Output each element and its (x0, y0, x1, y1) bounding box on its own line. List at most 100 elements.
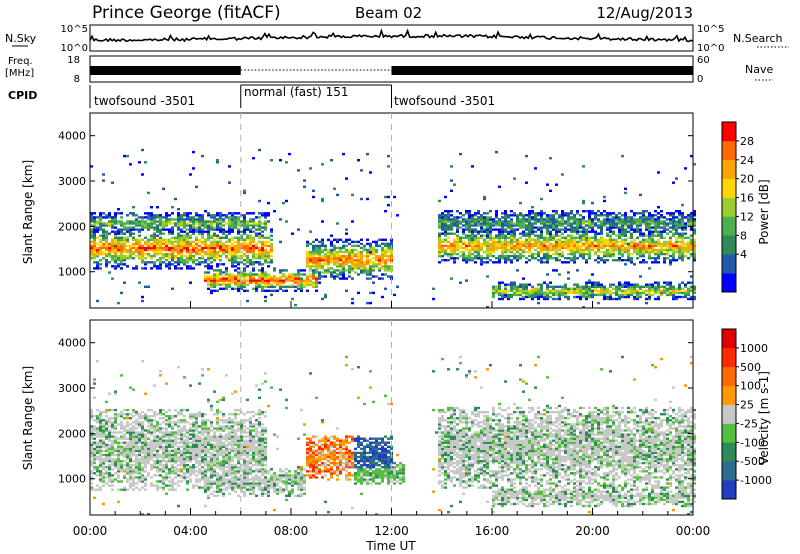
heatmap-cell (672, 287, 675, 290)
heatmap-cell (471, 248, 474, 252)
heatmap-cell (606, 214, 609, 217)
heatmap-cell (99, 218, 102, 221)
heatmap-cell (258, 228, 261, 231)
heatmap-cell (156, 220, 159, 223)
heatmap-cell (210, 224, 213, 227)
heatmap-cell (681, 214, 684, 217)
heatmap-cell (171, 415, 174, 418)
heatmap-cell (453, 248, 456, 252)
heatmap-cell (120, 410, 123, 414)
heatmap-cell (168, 222, 171, 225)
nsearch-tick-top: 10^5 (697, 24, 724, 35)
cpid-segment-3-label: twofsound -3501 (394, 94, 495, 108)
heatmap-cell (621, 242, 624, 246)
heatmap-cell (99, 421, 102, 424)
heatmap-cell (192, 216, 195, 219)
heatmap-cell (564, 293, 567, 297)
heatmap-cell (180, 252, 183, 256)
heatmap-cell (603, 246, 606, 250)
heatmap-cell (225, 254, 228, 258)
heatmap-cell (348, 242, 351, 246)
heatmap-cell (162, 413, 165, 416)
heatmap-cell (573, 283, 576, 286)
heatmap-cell (534, 295, 537, 299)
heatmap-cell (327, 250, 330, 254)
heatmap-cell (228, 283, 231, 286)
heatmap-cell (213, 254, 216, 258)
heatmap-cell (480, 244, 483, 248)
heatmap-cell (90, 453, 93, 457)
heatmap-cell (690, 222, 693, 225)
heatmap-cell (96, 408, 99, 412)
heatmap-cell (144, 222, 147, 225)
heatmap-cell (672, 295, 675, 299)
heatmap-cell (141, 421, 144, 424)
heatmap-cell (129, 486, 132, 489)
heatmap-cell (375, 257, 378, 260)
heatmap-cell (588, 291, 591, 295)
heatmap-cell (180, 413, 183, 416)
heatmap-cell (192, 435, 195, 438)
heatmap-cell (171, 257, 174, 260)
heatmap-cell (222, 248, 225, 252)
heatmap-cell (690, 244, 693, 248)
heatmap-cell (90, 252, 93, 256)
heatmap-cell (153, 232, 156, 235)
heatmap-cell (216, 263, 219, 266)
heatmap-cell (693, 230, 696, 233)
heatmap-cell (321, 297, 324, 301)
heatmap-cell (633, 222, 636, 225)
heatmap-cell (315, 250, 318, 254)
heatmap-cell (306, 281, 309, 284)
heatmap-cell (387, 269, 390, 272)
heatmap-cell (504, 285, 507, 288)
heatmap-cell (657, 248, 660, 252)
heatmap-cell (261, 242, 264, 246)
heatmap-cell (141, 238, 144, 241)
heatmap-cell (630, 252, 633, 256)
heatmap-cell (252, 244, 255, 248)
heatmap-cell (192, 431, 195, 434)
heatmap-cell (126, 451, 129, 455)
heatmap-cell (222, 218, 225, 221)
heatmap-cell (96, 474, 99, 477)
heatmap-cell (663, 281, 666, 284)
heatmap-cell (150, 248, 153, 252)
heatmap-cell (558, 252, 561, 256)
heatmap-cell (438, 248, 441, 252)
heatmap-cell (330, 240, 333, 244)
heatmap-cell (216, 275, 219, 278)
heatmap-cell (177, 232, 180, 235)
heatmap-cell (324, 252, 327, 256)
heatmap-cell (465, 261, 468, 264)
heatmap-cell (267, 201, 270, 205)
heatmap-cell (156, 265, 159, 268)
heatmap-cell (492, 238, 495, 241)
heatmap-cell (447, 224, 450, 227)
heatmap-cell (504, 261, 507, 264)
heatmap-cell (159, 468, 162, 471)
heatmap-cell (336, 252, 339, 256)
heatmap-cell (165, 419, 168, 422)
heatmap-cell (309, 265, 312, 268)
heatmap-cell (381, 259, 384, 262)
heatmap-cell (237, 222, 240, 225)
heatmap-cell (621, 218, 624, 221)
heatmap-cell (447, 218, 450, 221)
heatmap-cell (627, 242, 630, 246)
heatmap-cell (501, 281, 504, 284)
heatmap-cell (528, 250, 531, 254)
heatmap-cell (240, 287, 243, 290)
heatmap-cell (201, 248, 204, 252)
heatmap-cell (165, 464, 168, 467)
colorbar-swatch (722, 216, 736, 236)
heatmap-cell (690, 224, 693, 227)
heatmap-cell (540, 246, 543, 250)
heatmap-cell (477, 238, 480, 241)
heatmap-cell (126, 423, 129, 426)
heatmap-cell (192, 246, 195, 250)
heatmap-cell (633, 242, 636, 246)
heatmap-cell (588, 250, 591, 254)
heatmap-cell (333, 248, 336, 252)
heatmap-cell (99, 461, 102, 465)
